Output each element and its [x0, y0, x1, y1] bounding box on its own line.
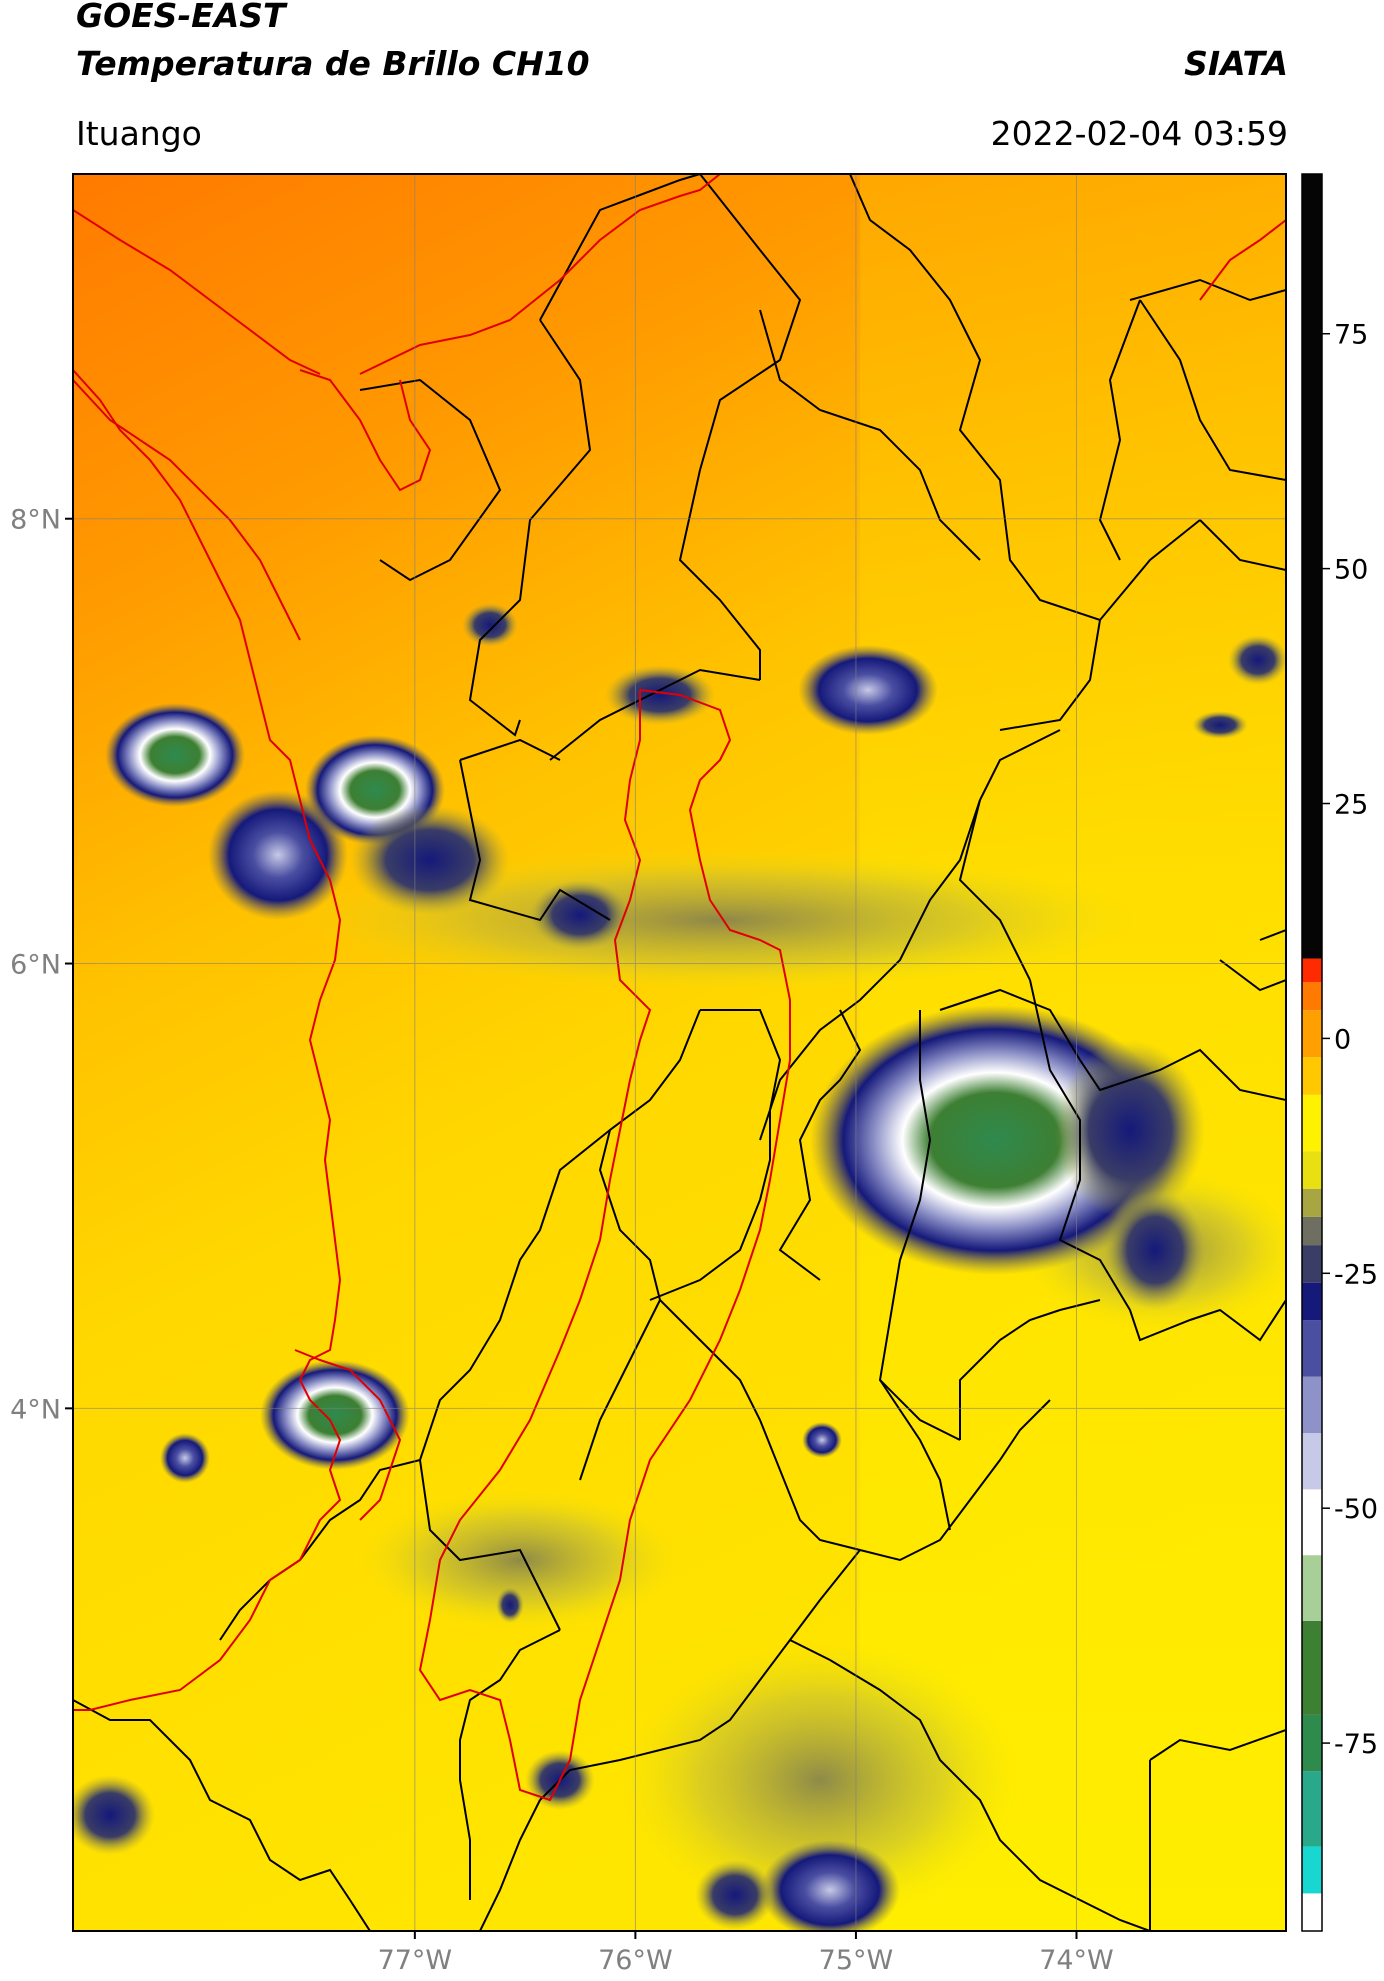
- convective-cell-south-3: [695, 1860, 775, 1930]
- colorbar-segment: [1302, 1555, 1322, 1621]
- highlight-boundaries: [73, 174, 1286, 1802]
- lon-tick-label: 76°W: [598, 1945, 673, 1976]
- location-label: Ituango: [76, 114, 202, 153]
- colorbar-segment: [1302, 1620, 1322, 1715]
- colorbar-segment: [1302, 1057, 1322, 1095]
- latitude-axis: 8°N 6°N 4°N: [10, 505, 73, 1425]
- convective-cell-sw-corner: [73, 1775, 155, 1855]
- convective-cell-east: [1055, 1040, 1205, 1220]
- convective-cell-small-2: [802, 1422, 842, 1458]
- colorbar-segment: [1302, 1376, 1322, 1434]
- lat-tick-label: 6°N: [10, 950, 61, 981]
- colorbar-segment: [1302, 1771, 1322, 1847]
- colorbar: 75 50 25 0 -25 -50 -75: [1301, 173, 1378, 1932]
- colorbar-tick-label: 25: [1334, 790, 1368, 821]
- map-frame: [72, 173, 1287, 1932]
- colorbar-tick-label: 50: [1334, 555, 1368, 586]
- colorbar-segment: [1302, 1433, 1322, 1490]
- convective-cell-south-2: [760, 1840, 900, 1931]
- convective-cell-ne-2: [1192, 711, 1248, 739]
- organization-label: SIATA: [1184, 44, 1288, 83]
- convective-cell-tiny: [496, 1587, 524, 1623]
- colorbar-frame: [1301, 173, 1323, 1932]
- colorbar-segment: [1302, 982, 1322, 1011]
- gridlines: [73, 174, 1286, 1931]
- lon-tick-label: 77°W: [378, 1945, 453, 1976]
- colorbar-tick-label: 75: [1334, 320, 1368, 351]
- convective-cell-north: [605, 665, 715, 725]
- colorbar-segment: [1302, 1216, 1322, 1246]
- colorbar-segment: [1302, 1320, 1322, 1377]
- convective-cell-southwest: [260, 1360, 410, 1470]
- convective-cell-nw-4: [350, 805, 510, 915]
- product-subtitle: Temperatura de Brillo CH10: [76, 44, 590, 83]
- colorbar-segment: [1302, 1893, 1322, 1931]
- convective-cell-north-2: [798, 645, 938, 735]
- colorbar-tick-label: -50: [1334, 1494, 1378, 1525]
- admin-boundaries: [73, 174, 1286, 1931]
- colorbar-segment: [1302, 1489, 1322, 1556]
- cloud-band-south: [360, 1490, 680, 1630]
- convective-cell-ne: [1228, 635, 1286, 685]
- colorbar-segment: [1302, 1245, 1322, 1283]
- longitude-axis: 77°W 76°W 75°W 74°W: [378, 1931, 1114, 1976]
- lat-tick-label: 8°N: [10, 505, 61, 536]
- lat-tick-label: 4°N: [10, 1394, 61, 1425]
- colorbar-tick-label: -25: [1334, 1259, 1378, 1290]
- convective-cell-nw-3: [208, 790, 348, 920]
- colorbar-segment: [1302, 1094, 1322, 1152]
- colorbar-segment: [1302, 1151, 1322, 1189]
- colorbar-segment: [1302, 1714, 1322, 1772]
- lon-tick-label: 75°W: [819, 1945, 894, 1976]
- map-panel: [73, 174, 1286, 1931]
- convective-cell-small: [462, 603, 518, 647]
- timestamp-label: 2022-02-04 03:59: [990, 114, 1288, 153]
- cloud-band-central: [300, 850, 1140, 990]
- colorbar-segment: [1302, 174, 1322, 959]
- colorbar-segment: [1302, 1188, 1322, 1217]
- colorbar-segment: [1302, 958, 1322, 983]
- convective-cell-sw-small: [160, 1433, 210, 1483]
- colorbar-segment: [1302, 1010, 1322, 1058]
- colorbar-tick-label: -75: [1334, 1729, 1378, 1760]
- cloud-band-southeast: [620, 1640, 1020, 1920]
- map-title: GOES-EAST: [76, 0, 286, 35]
- colorbar-segment: [1302, 1282, 1322, 1321]
- lon-tick-label: 74°W: [1039, 1945, 1114, 1976]
- convective-cell-east-2: [1105, 1190, 1205, 1310]
- convective-cell-nw: [105, 703, 245, 807]
- colorbar-segment: [1302, 1846, 1322, 1894]
- colorbar-tick-label: 0: [1334, 1024, 1351, 1055]
